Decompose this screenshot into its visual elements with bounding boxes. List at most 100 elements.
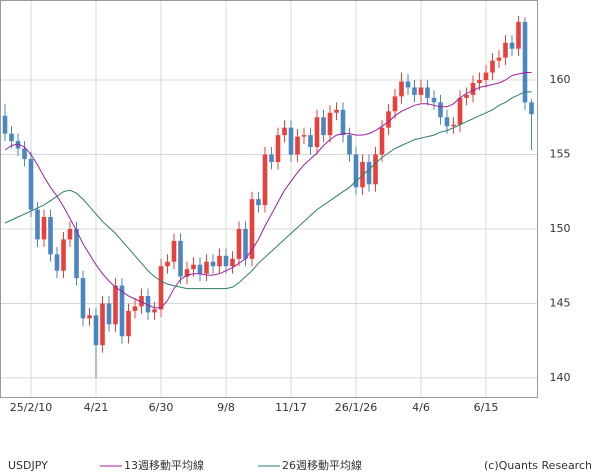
candle-body (93, 315, 99, 346)
candle-body (347, 135, 352, 155)
candle-body (262, 154, 268, 206)
candle-body (100, 303, 105, 346)
symbol: USDJPY (8, 459, 48, 472)
candle-body (503, 42, 508, 58)
candle-body (256, 199, 261, 206)
candle-body (275, 135, 281, 162)
candle-body (366, 161, 372, 185)
x-tick-label: 4/6 (412, 401, 430, 414)
y-tick-label: 155 (550, 147, 571, 160)
candle-body (113, 285, 118, 325)
candle-body (464, 94, 469, 98)
candle-body (48, 217, 53, 255)
candle-body (425, 87, 430, 98)
candle-body (477, 79, 482, 83)
candle-body (217, 255, 222, 267)
candle-body (15, 141, 21, 149)
candle-body (340, 109, 346, 136)
candle-body (210, 261, 216, 267)
candle-body (444, 117, 450, 127)
candle-body (399, 81, 404, 97)
y-tick-label: 145 (550, 296, 571, 309)
candle-body (282, 127, 287, 136)
candle-body (223, 255, 229, 267)
candle-body (457, 97, 463, 125)
candle-body (418, 87, 424, 95)
candle-body (295, 136, 300, 155)
candle-body (360, 161, 365, 188)
candle-body (165, 261, 170, 267)
candle-body (178, 240, 183, 277)
candle-body (41, 217, 47, 240)
candle-body (321, 117, 326, 136)
candle-body (334, 109, 339, 113)
candle-body (54, 254, 60, 271)
candle-body (249, 199, 255, 259)
candle-body (67, 228, 73, 240)
candle-body (379, 127, 385, 155)
candle-body (327, 112, 333, 136)
candle-body (74, 228, 79, 279)
candle-body (197, 264, 203, 274)
candle-body (529, 102, 534, 115)
x-tick-label: 9/8 (217, 401, 235, 414)
ma-line (4, 72, 532, 309)
candle-body (516, 21, 521, 49)
candle-body (386, 111, 391, 128)
candle-body (490, 60, 495, 73)
legend-label: 13週移動平均線 (124, 458, 204, 472)
candle-body (28, 158, 34, 210)
candle-body (431, 97, 437, 103)
candle-body (106, 303, 112, 325)
candle-body (269, 154, 274, 162)
candle-body (522, 21, 528, 103)
candle-body (483, 72, 489, 80)
x-tick-label: 4/21 (84, 401, 109, 414)
y-tick-label: 160 (550, 73, 571, 86)
candle-body (353, 154, 359, 188)
y-tick-label: 140 (550, 371, 571, 384)
legend-label: 26週移動平均線 (282, 458, 362, 472)
x-tick-label: 11/17 (275, 401, 307, 414)
candle-body (288, 127, 294, 155)
plot-frame (0, 0, 538, 398)
candle-body (314, 117, 320, 148)
x-tick-label: 6/30 (149, 401, 174, 414)
candle-body (80, 278, 86, 319)
candle-body (2, 115, 8, 134)
candle-body (412, 87, 417, 95)
candle-body (9, 133, 14, 142)
candle-body (119, 285, 125, 337)
candle-body (509, 42, 515, 49)
candle-body (470, 82, 476, 95)
candle-body (126, 310, 131, 337)
candle-body (236, 228, 242, 259)
candle-body (191, 264, 196, 270)
candle-body (243, 228, 248, 259)
candle-body (184, 269, 190, 277)
candle-body (61, 239, 66, 271)
candle-body (132, 306, 138, 311)
candle-body (451, 124, 456, 127)
x-tick-label: 26/1/26 (335, 401, 377, 414)
candle-body (438, 102, 443, 118)
y-tick-label: 150 (550, 222, 571, 235)
candle-body (405, 81, 411, 88)
candle-body (87, 315, 92, 319)
candle-body (301, 135, 307, 137)
ma-line (4, 91, 532, 290)
candle-body (145, 295, 151, 313)
x-tick-label: 6/15 (474, 401, 499, 414)
candle-body (204, 261, 209, 274)
candle-body (230, 258, 235, 267)
candle-body (373, 154, 378, 185)
candle-body (158, 266, 164, 310)
candle-body (139, 295, 144, 307)
credit: (c)Quants Research (484, 459, 592, 472)
candle-body (22, 148, 27, 159)
x-tick-label: 25/2/10 (10, 401, 52, 414)
candle-body (171, 240, 177, 262)
candle-body (35, 209, 40, 240)
